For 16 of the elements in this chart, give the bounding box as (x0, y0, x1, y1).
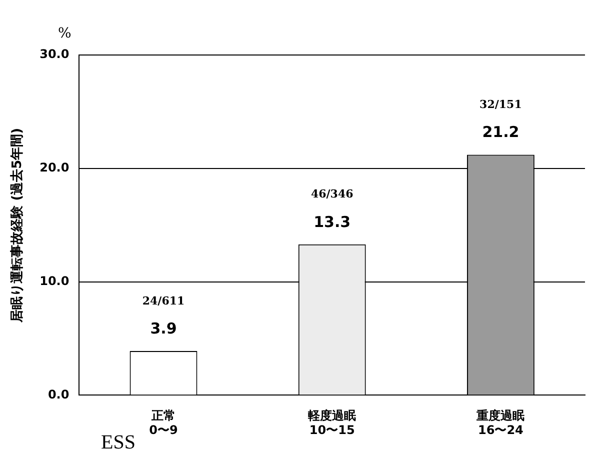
y-tick-label: 10.0 (40, 274, 70, 288)
y-tick-label: 20.0 (40, 160, 70, 175)
x-tick-label: 軽度過眠 10〜15 (307, 408, 356, 437)
y-axis-title: 居眠り運転事故経験 (過去5年間) (10, 128, 26, 324)
annotation: 24/611 (142, 294, 185, 308)
y-tick-label: 0.0 (48, 387, 70, 402)
annotation: 32/151 (480, 98, 522, 112)
text: % (58, 26, 72, 42)
x-tick-label: 重度過眠 16〜24 (476, 408, 525, 437)
annotation: 46/346 (310, 188, 354, 201)
text: ESS (101, 431, 136, 454)
data-label: 3.9 (150, 319, 177, 338)
x-tick-label: 正常 0〜9 (149, 408, 178, 437)
data-label: 21.2 (482, 123, 520, 142)
data-label: 13.3 (314, 212, 351, 231)
y-tick-label: 30.0 (40, 47, 70, 62)
